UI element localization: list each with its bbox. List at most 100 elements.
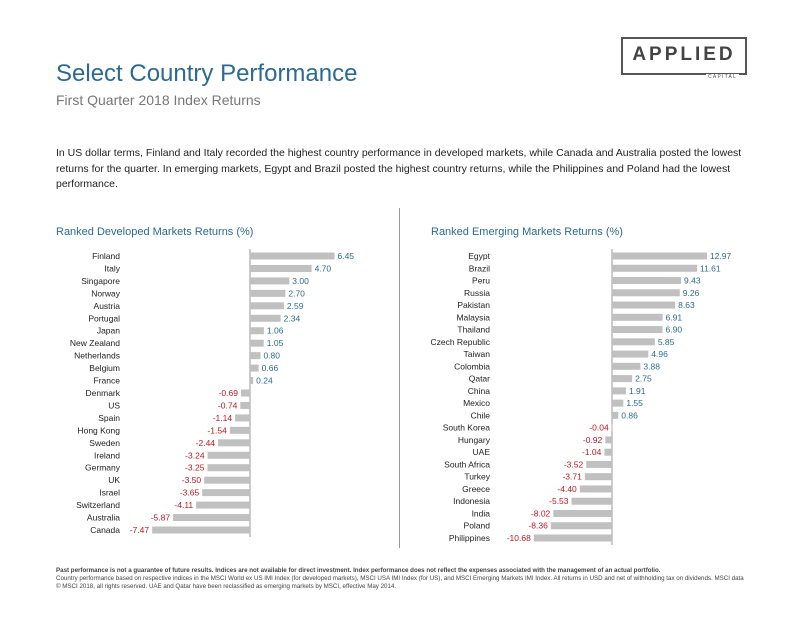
bar xyxy=(612,411,619,419)
category-label: Netherlands xyxy=(74,351,120,361)
category-label: Indonesia xyxy=(453,496,490,506)
category-label: Mexico xyxy=(463,398,490,408)
category-label: Sweden xyxy=(89,438,120,448)
page-title: Select Country Performance xyxy=(56,60,358,87)
data-label: 4.96 xyxy=(651,349,668,359)
page-subtitle: First Quarter 2018 Index Returns xyxy=(56,92,261,108)
category-label: Finland xyxy=(92,251,120,261)
category-label: Denmark xyxy=(86,388,121,398)
data-label: -5.87 xyxy=(151,513,171,523)
bar xyxy=(586,460,612,468)
category-label: Germany xyxy=(85,463,121,473)
category-label: Qatar xyxy=(469,374,490,384)
category-label: Egypt xyxy=(468,251,490,261)
data-label: 12.97 xyxy=(710,251,732,261)
category-label: Hong Kong xyxy=(77,425,120,435)
category-label: UAE xyxy=(473,447,491,457)
data-label: 6.91 xyxy=(666,312,683,322)
data-label: 2.59 xyxy=(287,301,304,311)
data-label: 0.66 xyxy=(262,363,279,373)
bar xyxy=(612,326,663,334)
bar xyxy=(612,264,697,272)
data-label: -3.50 xyxy=(182,475,202,485)
bar xyxy=(240,401,250,409)
bar xyxy=(612,387,626,395)
data-label: -10.68 xyxy=(507,533,531,543)
bar xyxy=(533,534,612,542)
bar xyxy=(612,313,663,321)
category-label: Israel xyxy=(99,488,120,498)
category-label: Chile xyxy=(471,410,491,420)
data-label: -3.24 xyxy=(185,450,205,460)
category-label: Japan xyxy=(97,326,120,336)
data-label: -0.04 xyxy=(589,423,609,433)
category-label: Singapore xyxy=(81,276,120,286)
category-label: Greece xyxy=(462,484,490,494)
bar xyxy=(611,424,613,432)
data-label: 11.61 xyxy=(700,263,721,273)
bar xyxy=(207,451,250,459)
data-label: 0.80 xyxy=(263,351,280,361)
category-label: South Africa xyxy=(444,459,490,469)
category-label: Canada xyxy=(90,525,120,535)
category-label: Austria xyxy=(94,301,121,311)
bar xyxy=(612,362,641,370)
data-label: -3.52 xyxy=(564,459,584,469)
summary-paragraph: In US dollar terms, Finland and Italy re… xyxy=(56,147,742,190)
data-label: -2.44 xyxy=(196,438,216,448)
bar xyxy=(207,464,250,472)
bar xyxy=(553,509,612,517)
bar xyxy=(550,522,612,530)
data-label: -0.92 xyxy=(583,435,603,445)
bar xyxy=(612,252,707,260)
data-label: 1.91 xyxy=(629,386,646,396)
footer-disclaimer: Past performance is not a guarantee of f… xyxy=(56,567,746,592)
category-label: Hungary xyxy=(458,435,491,445)
bar xyxy=(196,501,250,509)
data-label: -1.04 xyxy=(582,447,602,457)
category-label: Colombia xyxy=(454,361,490,371)
data-label: 2.75 xyxy=(635,374,652,384)
category-label: Peru xyxy=(472,276,490,286)
bar xyxy=(240,389,250,397)
category-label: Norway xyxy=(91,288,121,298)
bar xyxy=(605,436,612,444)
category-label: Brazil xyxy=(469,263,490,273)
company-logo: APPLIED CAPITAL xyxy=(621,37,747,80)
bar xyxy=(202,489,250,497)
bar xyxy=(250,327,264,335)
category-label: France xyxy=(94,376,121,386)
bar xyxy=(173,514,250,522)
logo-subtext: CAPITAL xyxy=(706,74,739,80)
category-label: Spain xyxy=(98,413,120,423)
category-label: Belgium xyxy=(89,363,120,373)
data-label: -4.40 xyxy=(557,484,577,494)
data-label: -8.36 xyxy=(528,521,548,531)
data-label: 5.85 xyxy=(658,337,675,347)
category-label: Turkey xyxy=(464,472,490,482)
category-label: Australia xyxy=(87,513,120,523)
bar xyxy=(612,375,633,383)
category-label: Ireland xyxy=(94,450,120,460)
bar xyxy=(250,364,259,372)
bar xyxy=(612,338,655,346)
category-label: Thailand xyxy=(457,325,490,335)
data-label: 9.43 xyxy=(684,276,701,286)
data-label: -3.71 xyxy=(562,472,582,482)
category-label: Switzerland xyxy=(76,500,120,510)
category-label: Philippines xyxy=(449,533,490,543)
data-label: -5.53 xyxy=(549,496,569,506)
developed-markets-chart: Finland 6.45 Italy 4.70 Singapore 3.00 Norway 2… xyxy=(70,249,354,537)
footer-note: Country performance based on respective … xyxy=(56,575,744,591)
bar xyxy=(229,426,250,434)
data-label: -4.11 xyxy=(174,500,193,510)
bar xyxy=(204,476,250,484)
bar xyxy=(250,277,290,285)
emerging-chart-title: Ranked Emerging Markets Returns (%) xyxy=(431,226,623,238)
footer-bold-line: Past performance is not a guarantee of f… xyxy=(56,567,661,574)
data-label: -3.25 xyxy=(185,463,205,473)
bar xyxy=(250,314,281,322)
bar xyxy=(612,301,676,309)
bar xyxy=(612,350,649,358)
category-label: US xyxy=(108,400,120,410)
